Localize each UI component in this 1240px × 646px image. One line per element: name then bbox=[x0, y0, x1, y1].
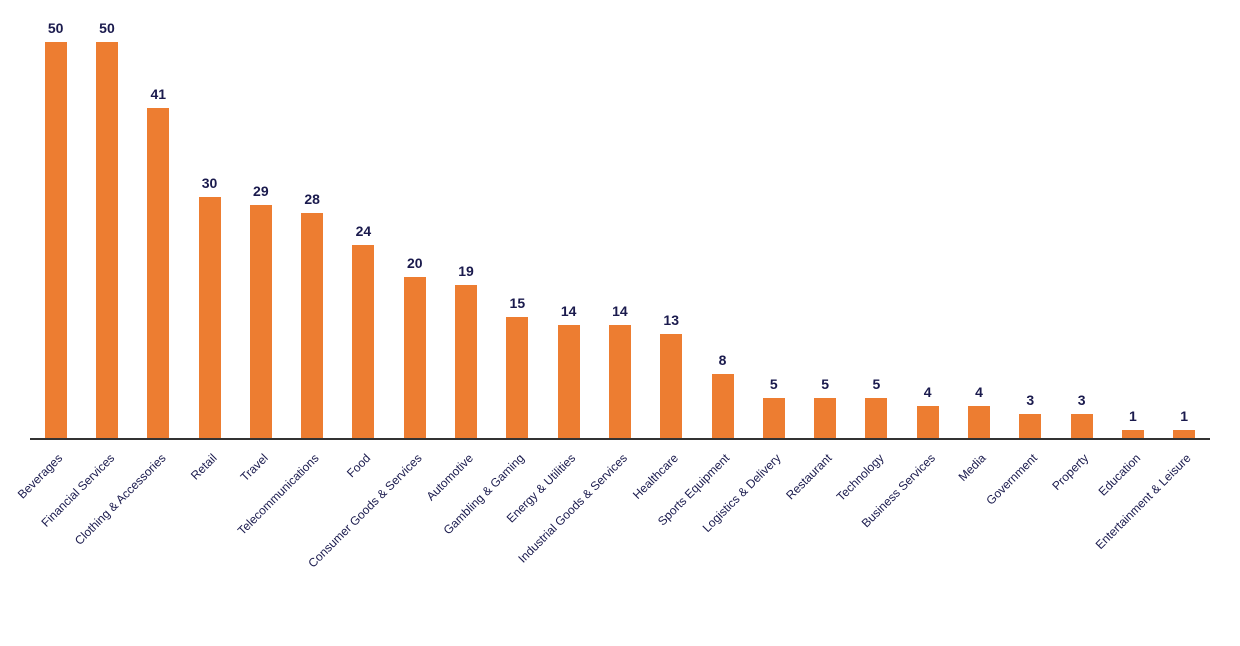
bar-group: 24 bbox=[338, 20, 389, 438]
bar bbox=[199, 197, 221, 438]
bar-group: 14 bbox=[543, 20, 594, 438]
bar-value-label: 5 bbox=[821, 376, 829, 392]
bar-value-label: 50 bbox=[48, 20, 64, 36]
category-label: Media bbox=[956, 451, 989, 484]
bar-group: 20 bbox=[389, 20, 440, 438]
category-label: Government bbox=[984, 451, 1041, 508]
category-label: Healthcare bbox=[630, 451, 681, 502]
bar-group: 5 bbox=[748, 20, 799, 438]
bar-group: 50 bbox=[30, 20, 81, 438]
bar-value-label: 5 bbox=[770, 376, 778, 392]
bar-chart: 505041302928242019151414138555443311 Bev… bbox=[30, 20, 1210, 620]
bar-value-label: 19 bbox=[458, 263, 474, 279]
bar-group: 15 bbox=[492, 20, 543, 438]
bar-value-label: 1 bbox=[1180, 408, 1188, 424]
bar bbox=[250, 205, 272, 438]
category-label: Technology bbox=[833, 451, 886, 504]
bar-group: 50 bbox=[81, 20, 132, 438]
bar-value-label: 41 bbox=[150, 86, 166, 102]
bar-group: 13 bbox=[646, 20, 697, 438]
bar-value-label: 13 bbox=[663, 312, 679, 328]
bar-group: 3 bbox=[1005, 20, 1056, 438]
bar bbox=[455, 285, 477, 438]
bar-group: 41 bbox=[133, 20, 184, 438]
bar bbox=[660, 334, 682, 439]
bar bbox=[968, 406, 990, 438]
category-label: Retail bbox=[188, 451, 220, 483]
bar bbox=[558, 325, 580, 438]
bar bbox=[1071, 414, 1093, 438]
bar-group: 5 bbox=[851, 20, 902, 438]
bar-value-label: 1 bbox=[1129, 408, 1137, 424]
bar-value-label: 5 bbox=[873, 376, 881, 392]
bar-value-label: 4 bbox=[975, 384, 983, 400]
category-label: Property bbox=[1050, 451, 1092, 493]
x-axis-line bbox=[30, 438, 1210, 440]
bar bbox=[917, 406, 939, 438]
bar bbox=[45, 42, 67, 438]
bar bbox=[865, 398, 887, 438]
bar-value-label: 50 bbox=[99, 20, 115, 36]
bar-group: 4 bbox=[902, 20, 953, 438]
bar-value-label: 20 bbox=[407, 255, 423, 271]
bar-group: 19 bbox=[440, 20, 491, 438]
bar bbox=[1019, 414, 1041, 438]
bar-value-label: 30 bbox=[202, 175, 218, 191]
bar-value-label: 28 bbox=[304, 191, 320, 207]
bar bbox=[506, 317, 528, 438]
category-label: Clothing & Accessories bbox=[71, 451, 168, 548]
bar bbox=[712, 374, 734, 438]
bar bbox=[1122, 430, 1144, 438]
bar-value-label: 3 bbox=[1078, 392, 1086, 408]
bar-group: 3 bbox=[1056, 20, 1107, 438]
category-label: Education bbox=[1095, 451, 1143, 499]
bar bbox=[609, 325, 631, 438]
bar-group: 1 bbox=[1159, 20, 1210, 438]
category-label: Travel bbox=[238, 451, 271, 484]
bar-group: 4 bbox=[953, 20, 1004, 438]
category-label: Beverages bbox=[15, 451, 65, 501]
bar bbox=[301, 213, 323, 438]
bar bbox=[404, 277, 426, 438]
bar-group: 30 bbox=[184, 20, 235, 438]
bar-group: 8 bbox=[697, 20, 748, 438]
bar-value-label: 15 bbox=[510, 295, 526, 311]
bar-group: 28 bbox=[286, 20, 337, 438]
bar bbox=[814, 398, 836, 438]
bar-group: 14 bbox=[594, 20, 645, 438]
bar-value-label: 14 bbox=[561, 303, 577, 319]
bar-value-label: 29 bbox=[253, 183, 269, 199]
category-label: Restaurant bbox=[784, 451, 835, 502]
bar-value-label: 4 bbox=[924, 384, 932, 400]
bar bbox=[96, 42, 118, 438]
category-label: Industrial Goods & Services bbox=[515, 451, 630, 566]
bar bbox=[763, 398, 785, 438]
bar-value-label: 3 bbox=[1026, 392, 1034, 408]
bar bbox=[352, 245, 374, 438]
bar-group: 1 bbox=[1107, 20, 1158, 438]
bar-value-label: 8 bbox=[719, 352, 727, 368]
bars-wrapper: 50 50 41 30 29 28 24 20 19 15 14 14 13 8 5 5 5 4 4 3 3 1 1 bbox=[30, 20, 1210, 438]
category-label: Food bbox=[344, 451, 373, 480]
bar-group: 29 bbox=[235, 20, 286, 438]
bar-group: 5 bbox=[799, 20, 850, 438]
plot-area: 50 50 41 30 29 28 24 20 19 15 14 14 13 8 5 5 5 4 4 3 3 1 1 bbox=[30, 20, 1210, 440]
bar-value-label: 24 bbox=[356, 223, 372, 239]
bar-value-label: 14 bbox=[612, 303, 628, 319]
bar bbox=[1173, 430, 1195, 438]
bar bbox=[147, 108, 169, 438]
category-label: Automotive bbox=[424, 451, 476, 503]
category-label: Entertainment & Leisure bbox=[1093, 451, 1194, 552]
